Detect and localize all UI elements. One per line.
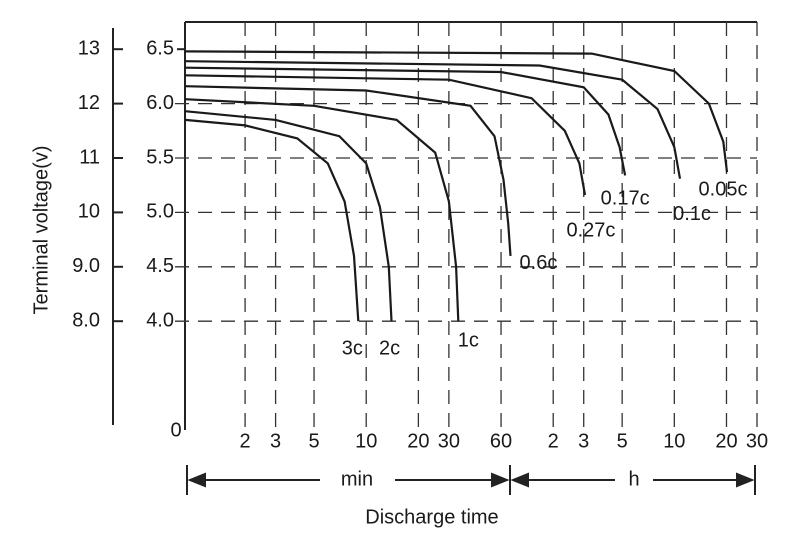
x-tick-label: 20 xyxy=(407,430,429,452)
curve xyxy=(184,118,360,322)
x-tick-label: 60 xyxy=(490,430,512,452)
curve xyxy=(184,74,587,196)
curve xyxy=(184,85,512,256)
y-tick-label: 6.0 xyxy=(146,92,174,114)
y2-tick-label: 10 xyxy=(78,201,100,223)
curve xyxy=(184,66,627,176)
x-tick-label: 10 xyxy=(355,430,377,452)
curve-label: 1c xyxy=(458,329,479,351)
curve-label: 0.6c xyxy=(520,252,558,274)
curve-label: 2c xyxy=(379,337,400,359)
x-tick-label: 10 xyxy=(663,430,685,452)
y2-tick-label: 9.0 xyxy=(72,255,100,277)
curve xyxy=(184,50,729,173)
x-tick-label: 20 xyxy=(715,430,737,452)
x-axis-title: Discharge time xyxy=(365,506,498,528)
y-tick-label: 5.5 xyxy=(146,146,174,168)
curve xyxy=(184,110,393,322)
curve xyxy=(184,98,460,322)
x-tick-label: 30 xyxy=(746,430,768,452)
y2-tick-label: 13 xyxy=(78,37,100,59)
x-tick-label: 5 xyxy=(617,430,628,452)
y-tick-label: 5.0 xyxy=(146,201,174,223)
origin-label: 0 xyxy=(170,419,181,441)
y2-tick-label: 12 xyxy=(78,92,100,114)
range-label: min xyxy=(341,468,373,490)
range-label: h xyxy=(628,468,639,490)
y2-tick-label: 8.0 xyxy=(72,309,100,331)
range-arrows xyxy=(186,465,756,495)
curve-label: 0.27c xyxy=(566,219,615,241)
y-tick-label: 6.5 xyxy=(146,37,174,59)
curve-label: 0.05c xyxy=(699,178,748,200)
curve-label: 0.17c xyxy=(601,188,650,210)
x-tick-label: 2 xyxy=(548,430,559,452)
curve-label: 0.1c xyxy=(673,203,711,225)
curve-label: 3c xyxy=(342,337,363,359)
x-tick-label: 30 xyxy=(438,430,460,452)
x-tick-label: 2 xyxy=(240,430,251,452)
curve xyxy=(184,60,682,179)
y2-tick-label: 11 xyxy=(79,146,100,168)
x-tick-label: 3 xyxy=(270,430,281,452)
y-axis-title: Terminal voltage(v) xyxy=(30,146,52,315)
x-tick-label: 5 xyxy=(308,430,319,452)
x-tick-label: 3 xyxy=(578,430,589,452)
y-tick-label: 4.5 xyxy=(146,255,174,277)
y-tick-label: 4.0 xyxy=(146,309,174,331)
